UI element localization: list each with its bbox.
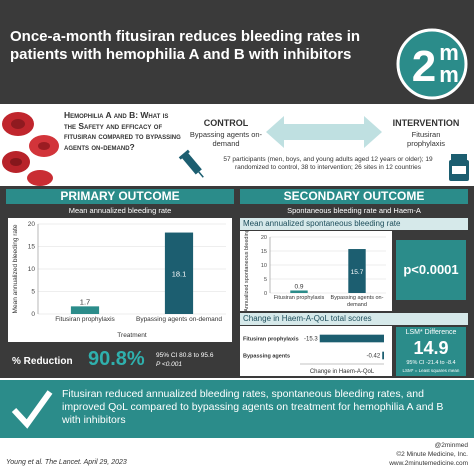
title: Once-a-month fitusiran reduces bleeding … xyxy=(10,28,361,63)
check-icon xyxy=(11,390,53,429)
bar xyxy=(319,334,384,343)
plot: 0 5 10 15 20 Mean annualized bleeding rate 1.7… xyxy=(12,221,226,318)
reduction-p: P <0.001 xyxy=(156,361,182,368)
primary-subtitle: Mean annualized bleeding rate xyxy=(68,206,172,215)
value-label: -15.3 xyxy=(304,337,318,343)
y-axis-label: Mean annualized bleeding rate xyxy=(12,224,19,313)
study-design: 57 participants (men, boys, and young ad… xyxy=(223,156,433,171)
lsm-box xyxy=(396,327,466,376)
secondary-chart1: 0 5 10 15 20 Annualized spontaneous bleeding … xyxy=(240,231,392,311)
y-tick-label: 0 xyxy=(31,311,35,318)
lsm-value: 14.9 xyxy=(413,338,449,358)
plot: -15.3 Fitusiran prophylaxis -0.42 Bypassing… xyxy=(243,334,384,375)
x-tick-label: Bypassing agents on-demand xyxy=(330,295,384,308)
bar xyxy=(70,306,100,314)
control-label: CONTROL xyxy=(203,118,249,128)
lsm-label: LSM* Difference xyxy=(405,329,457,336)
y-tick-label: 20 xyxy=(261,235,267,241)
x-tick-label: Bypassing agents on-demand xyxy=(135,316,222,323)
secondary-title: SECONDARY OUTCOME xyxy=(240,189,468,204)
citation: Young et al. The Lancet. April 29, 2023 xyxy=(6,459,127,466)
control-desc: Bypassing agents on-demand xyxy=(189,130,263,148)
p-value: p<0.0001 xyxy=(396,240,466,300)
y-axis-label: Annualized spontaneous bleeding rate xyxy=(244,231,250,311)
pill-icon xyxy=(449,154,469,181)
bar xyxy=(290,290,308,293)
handle: @2minmed xyxy=(434,442,468,449)
y-tick-label: 15 xyxy=(28,244,36,251)
website: www.2minutemedicine.com xyxy=(389,460,468,467)
bar xyxy=(382,351,384,360)
primary-chart: 0 5 10 15 20 Mean annualized bleeding rate 1.7… xyxy=(8,218,232,342)
secondary-chart2: -15.3 Fitusiran prophylaxis -0.42 Bypassing… xyxy=(240,326,392,376)
logo-digit: 2 xyxy=(412,42,436,91)
syringe-icon xyxy=(178,149,204,178)
bar xyxy=(348,249,366,293)
copyright: ©2 Minute Medicine, Inc. xyxy=(396,451,468,458)
value-label: 15.7 xyxy=(351,269,364,276)
chart2-title: Change in Haem-A-QoL total scores xyxy=(240,313,468,325)
chart1-title: Mean annualized spontaneous bleeding rat… xyxy=(240,218,468,230)
arrow xyxy=(266,116,382,148)
primary-title: PRIMARY OUTCOME xyxy=(6,189,234,204)
reduction-label: % Reduction xyxy=(12,356,73,367)
y-tick-label: 10 xyxy=(28,266,36,273)
y-tick-label: 15 xyxy=(261,249,267,255)
y-tick-label: 5 xyxy=(264,277,267,283)
x-axis-label: Treatment xyxy=(117,332,147,339)
y-tick-label: 20 xyxy=(28,221,36,228)
y-tick-label: Fitusiran prophylaxis xyxy=(243,337,299,343)
logo: 2 m m xyxy=(396,28,468,100)
plot: 0 5 10 15 20 Annualized spontaneous bleeding … xyxy=(244,231,386,311)
y-tick-label: 5 xyxy=(31,289,35,296)
bar xyxy=(164,232,194,314)
lsm-note: LSM* = Least squares mean xyxy=(402,368,460,373)
x-tick-label: Fitusiran prophylaxis xyxy=(55,316,115,323)
question: Hemophilia A and B: What is the Safety a… xyxy=(64,110,181,152)
logo-letter: m xyxy=(439,40,459,65)
y-tick-label: 10 xyxy=(261,263,267,269)
reduction-value: 90.8% xyxy=(88,348,145,370)
intervention-label: INTERVENTION xyxy=(392,118,460,128)
logo-letter: m xyxy=(439,62,459,87)
logo-circle xyxy=(396,28,468,100)
value-label: 0.9 xyxy=(294,283,303,290)
lsm-ci: 95% CI -21.4 to -8.4 xyxy=(406,360,456,366)
value-label: 18.1 xyxy=(172,269,187,278)
x-axis-label: Change in Haem-A-QoL xyxy=(310,369,375,375)
header-bg xyxy=(0,0,474,104)
y-tick-label: Bypassing agents xyxy=(243,354,290,360)
conclusion: Fitusiran reduced annualized bleeding ra… xyxy=(62,388,444,426)
x-tick-label: Fitusiran prophylaxis xyxy=(273,295,325,301)
reduction-ci: 95% CI 80.8 to 95.6 xyxy=(156,352,214,359)
conclusion-bg xyxy=(0,380,474,438)
value-label: 1.7 xyxy=(80,297,90,306)
secondary-subtitle: Spontaneous bleeding rate and Haem-A xyxy=(287,206,421,215)
value-label: -0.42 xyxy=(367,354,381,360)
blood-cells xyxy=(2,112,59,186)
y-tick-label: 0 xyxy=(264,291,267,297)
intervention-desc: Fitusiran prophylaxis xyxy=(407,130,445,148)
